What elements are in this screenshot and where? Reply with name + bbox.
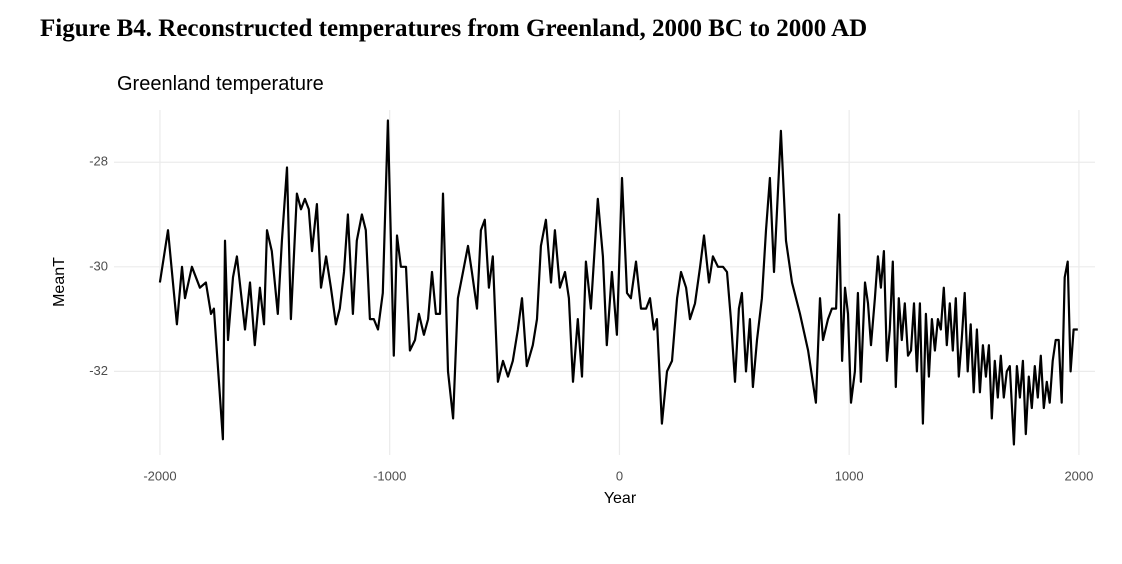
y-tick-label: -28 (89, 154, 108, 169)
figure-caption: Figure B4. Reconstructed temperatures fr… (40, 15, 867, 42)
y-axis-label: MeanT (51, 257, 68, 307)
y-tick-label: -32 (89, 363, 108, 378)
x-tick-label: 0 (616, 468, 623, 483)
data-line (158, 119, 1078, 446)
x-axis-label: Year (604, 490, 637, 507)
x-tick-label: 1000 (835, 468, 864, 483)
chart-title: Greenland temperature (117, 73, 324, 95)
x-tick-label: 2000 (1064, 468, 1093, 483)
y-tick-label: -30 (89, 258, 108, 273)
plot (158, 119, 1078, 446)
x-tick-label: -1000 (373, 468, 406, 483)
x-tick-label: -2000 (143, 468, 176, 483)
